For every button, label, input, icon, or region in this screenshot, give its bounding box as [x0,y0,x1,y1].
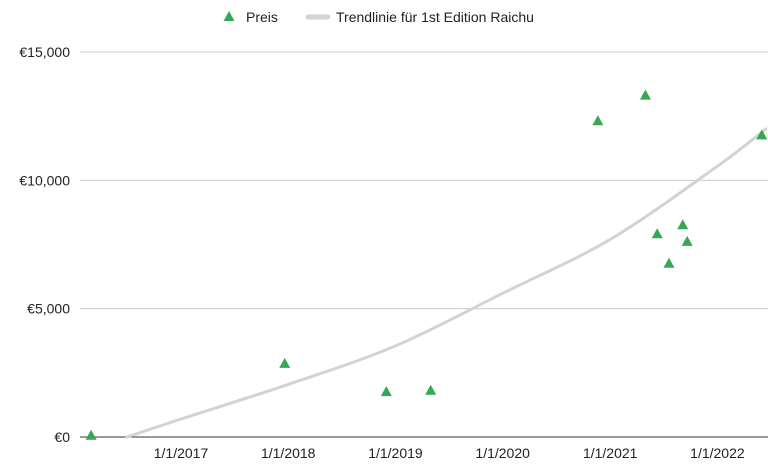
x-tick-label: 1/1/2020 [475,445,530,460]
y-tick-label: €10,000 [19,172,70,188]
trendline [125,127,768,439]
data-point-preis[interactable] [380,386,392,397]
y-tick-label: €15,000 [19,44,70,60]
data-point-preis[interactable] [681,235,693,246]
data-point-preis[interactable] [279,357,291,368]
data-point-preis[interactable] [639,89,651,100]
data-point-preis[interactable] [756,129,768,140]
x-tick-label: 1/1/2021 [583,445,638,460]
x-tick-label: 1/1/2022 [690,445,745,460]
gridlines [80,51,768,438]
legend: Preis Trendlinie für 1st Edition Raichu [223,9,534,25]
data-point-preis[interactable] [677,219,689,230]
y-tick-label: €0 [54,429,70,445]
data-point-preis[interactable] [85,429,97,440]
data-points [85,89,768,440]
data-point-preis[interactable] [592,115,604,126]
x-tick-label: 1/1/2017 [154,445,209,460]
legend-preis-label: Preis [246,9,278,25]
y-tick-label: €5,000 [27,301,70,317]
legend-trendline-label: Trendlinie für 1st Edition Raichu [336,9,534,25]
data-point-preis[interactable] [425,384,437,395]
data-point-preis[interactable] [663,257,675,268]
y-axis-tick-labels: €0 €5,000 €10,000 €15,000 [19,44,70,445]
legend-preis-marker-icon [223,11,235,21]
x-tick-label: 1/1/2018 [261,445,316,460]
x-tick-label: 1/1/2019 [368,445,423,460]
data-point-preis[interactable] [651,228,663,239]
x-axis-tick-labels: 1/1/2017 1/1/2018 1/1/2019 1/1/2020 1/1/2021… [154,445,745,461]
